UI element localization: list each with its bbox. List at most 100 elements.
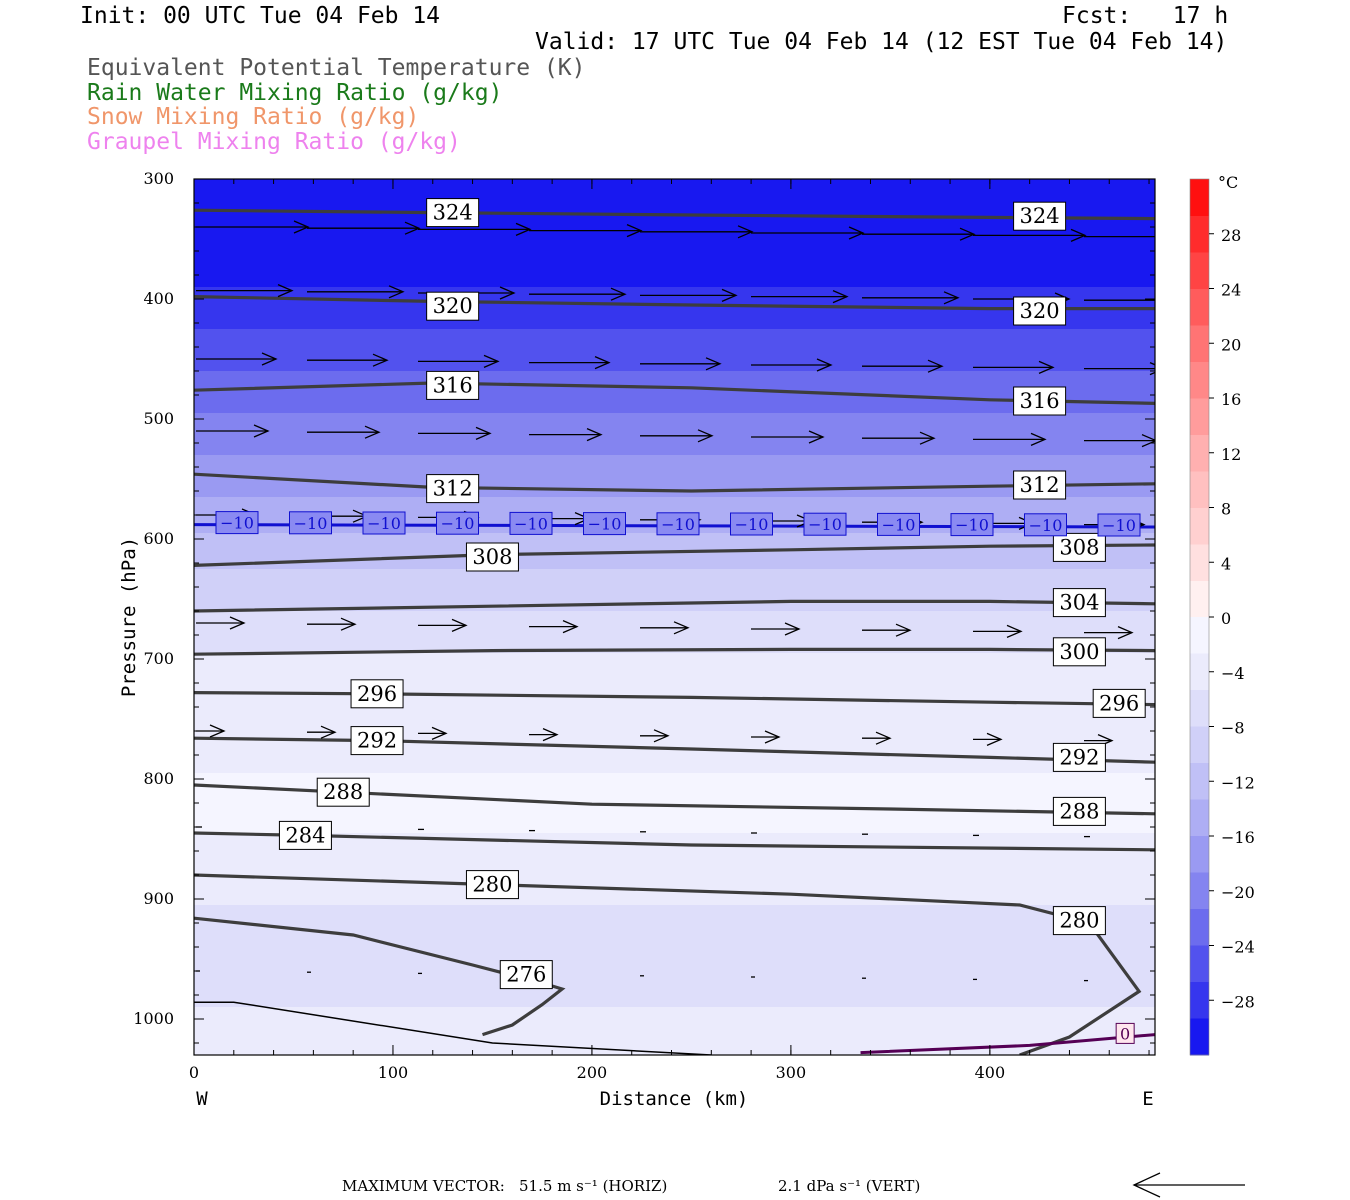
temperature-band bbox=[194, 491, 1155, 498]
theta-e-label-box bbox=[1092, 688, 1146, 718]
temperature-band bbox=[194, 227, 1155, 234]
theta-e-label-box bbox=[1013, 470, 1067, 500]
isotherm-label-box bbox=[583, 512, 626, 536]
temperature-band bbox=[194, 479, 1155, 486]
colorbar-tick-label: −28 bbox=[1221, 992, 1255, 1011]
temperature-band bbox=[194, 251, 1155, 258]
temperature-band bbox=[194, 725, 1155, 732]
theta-e-label: 288 bbox=[1059, 799, 1099, 823]
temperature-band bbox=[194, 317, 1155, 324]
wind-vector-head bbox=[1070, 228, 1087, 242]
theta-e-label: 280 bbox=[1059, 909, 1099, 933]
colorbar-tick-label: −4 bbox=[1221, 664, 1245, 683]
theta-e-label-box bbox=[499, 960, 553, 990]
temperature-band bbox=[194, 401, 1155, 408]
theta-e-label: 320 bbox=[433, 294, 473, 318]
wind-vector-head bbox=[959, 227, 976, 241]
temperature-band bbox=[194, 857, 1155, 864]
temperature-band bbox=[194, 863, 1155, 870]
theta-e-label: 312 bbox=[433, 477, 473, 501]
temperature-band bbox=[194, 899, 1155, 906]
colorbar-tick-label: −8 bbox=[1221, 719, 1245, 738]
theta-e-label: 324 bbox=[433, 201, 473, 225]
temperature-band bbox=[194, 947, 1155, 954]
x-tick-label: 200 bbox=[577, 1063, 608, 1082]
temperature-band bbox=[194, 929, 1155, 936]
temperature-band bbox=[194, 431, 1155, 438]
temperature-band bbox=[194, 1001, 1155, 1008]
temperature-band bbox=[194, 347, 1155, 354]
temperature-band bbox=[194, 353, 1155, 360]
wind-vector-head bbox=[848, 226, 865, 240]
theta-e-label: 308 bbox=[472, 545, 512, 569]
colorbar-cold-band bbox=[1190, 836, 1209, 873]
y-tick-label: 700 bbox=[143, 649, 174, 668]
temperature-band bbox=[194, 473, 1155, 480]
wind-vector-head bbox=[808, 430, 825, 444]
colorbar-tick-label: −24 bbox=[1221, 938, 1255, 957]
x-axis-title: Distance (km) bbox=[600, 1088, 749, 1110]
temperature-band bbox=[194, 737, 1155, 744]
temperature-band bbox=[194, 677, 1155, 684]
colorbar-tick-label: 8 bbox=[1221, 500, 1231, 519]
temperature-band bbox=[194, 371, 1155, 378]
theta-e-label: 284 bbox=[285, 823, 325, 847]
temperature-band bbox=[194, 971, 1155, 978]
isotherm-label: −10 bbox=[514, 514, 548, 533]
wind-vector-head bbox=[293, 220, 310, 234]
wind-vector-head bbox=[542, 728, 559, 742]
colorbar-warm-band bbox=[1190, 215, 1209, 253]
temperature-band bbox=[194, 953, 1155, 960]
wind-vector-head bbox=[229, 616, 246, 630]
temperature-band bbox=[194, 419, 1155, 426]
temperature-band bbox=[194, 557, 1155, 564]
colorbar-cold-band bbox=[1190, 653, 1209, 691]
temperature-band bbox=[194, 869, 1155, 876]
temperature-band bbox=[194, 1043, 1155, 1050]
temperature-band bbox=[194, 707, 1155, 714]
temperature-band bbox=[194, 389, 1155, 396]
theta-e-label: 280 bbox=[472, 873, 512, 897]
temperature-band bbox=[194, 983, 1155, 990]
isotherm-label: −10 bbox=[220, 514, 254, 533]
temperature-band bbox=[194, 533, 1155, 540]
temperature-band bbox=[194, 461, 1155, 468]
x-tick-label: 100 bbox=[378, 1063, 409, 1082]
colorbar-tick-label: 12 bbox=[1221, 445, 1241, 464]
temperature-band bbox=[194, 551, 1155, 558]
temperature-band bbox=[194, 359, 1155, 366]
wind-vector-head bbox=[562, 620, 579, 634]
colorbar-warm-band bbox=[1190, 544, 1209, 581]
isotherm-label: −10 bbox=[294, 514, 328, 533]
temperature-band bbox=[194, 689, 1155, 696]
colorbar-cold-band bbox=[1190, 982, 1209, 1019]
temperature-band bbox=[194, 221, 1155, 228]
colorbar-tick-label: 20 bbox=[1221, 335, 1241, 354]
temperature-band bbox=[194, 593, 1155, 600]
temperature-band bbox=[194, 875, 1155, 882]
temperature-band bbox=[194, 395, 1155, 402]
temperature-band bbox=[194, 1025, 1155, 1032]
temperature-band bbox=[194, 539, 1155, 546]
colorbar-cold-band bbox=[1190, 945, 1209, 983]
legend-title-rain: Rain Water Mixing Ratio (g/kg) bbox=[87, 80, 503, 106]
wind-vector-head bbox=[986, 732, 1003, 746]
theta-e-label: 308 bbox=[1059, 535, 1099, 559]
temperature-band bbox=[194, 617, 1155, 624]
temperature-band bbox=[194, 377, 1155, 384]
wind-vector-head bbox=[653, 729, 670, 743]
wind-vector-head bbox=[816, 358, 833, 372]
colorbar-warm-band bbox=[1190, 325, 1209, 362]
colorbar-warm-band bbox=[1190, 252, 1209, 289]
legend-title-snow: Snow Mixing Ratio (g/kg) bbox=[87, 104, 420, 130]
temperature-band bbox=[194, 449, 1155, 456]
colorbar-cold-band bbox=[1190, 763, 1209, 800]
theta-e-label-box bbox=[426, 474, 480, 504]
colorbar-cold-band bbox=[1190, 909, 1209, 946]
theta-e-label: 292 bbox=[357, 729, 397, 753]
plot-frame bbox=[193, 178, 1156, 1056]
theta-e-label-box bbox=[1052, 637, 1106, 667]
temperature-band bbox=[194, 629, 1155, 636]
y-tick-label: 900 bbox=[143, 889, 174, 908]
legend-title-theta-e: Equivalent Potential Temperature (K) bbox=[87, 55, 586, 81]
